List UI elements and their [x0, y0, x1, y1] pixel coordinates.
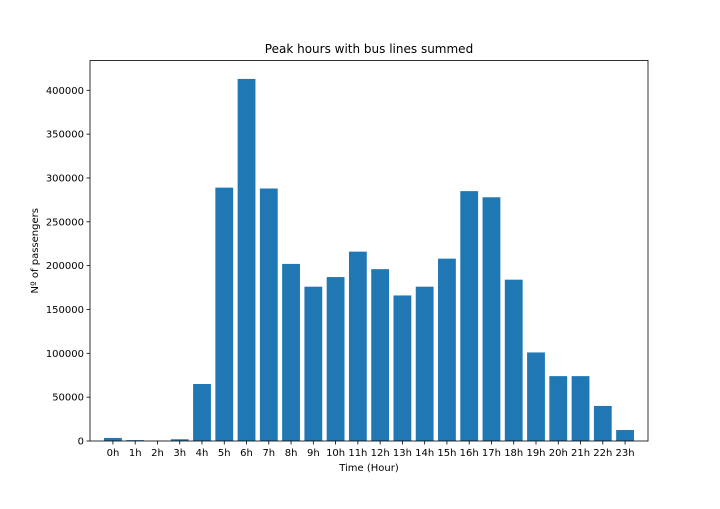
bar-16h	[460, 191, 478, 441]
x-tick-label: 0h	[107, 448, 120, 459]
y-tick-label: 300000	[46, 173, 84, 184]
x-tick-label: 16h	[460, 448, 479, 459]
x-tick-label: 18h	[504, 448, 523, 459]
bar-8h	[282, 264, 300, 441]
y-tick-label: 150000	[46, 305, 84, 316]
bar-13h	[393, 295, 411, 441]
bar-5h	[215, 188, 233, 441]
x-tick-label: 9h	[307, 448, 320, 459]
x-tick-label: 17h	[482, 448, 501, 459]
y-tick-label: 200000	[46, 261, 84, 272]
bar-11h	[349, 252, 367, 441]
bar-15h	[438, 259, 456, 441]
bar-14h	[416, 287, 434, 441]
chart-title: Peak hours with bus lines summed	[265, 42, 473, 56]
x-tick-label: 19h	[526, 448, 545, 459]
x-tick-label: 20h	[549, 448, 568, 459]
x-tick-label: 2h	[151, 448, 164, 459]
x-tick-label: 5h	[218, 448, 231, 459]
x-tick-label: 3h	[173, 448, 186, 459]
bar-12h	[371, 269, 389, 441]
y-ticks-group: 0 50000 100000 150000 200000 250000 300000 3500…	[46, 86, 90, 448]
bar-9h	[304, 287, 322, 441]
x-tick-label: 23h	[616, 448, 635, 459]
x-tick-label: 12h	[371, 448, 390, 459]
x-tick-label: 10h	[326, 448, 345, 459]
x-tick-label: 8h	[285, 448, 298, 459]
y-tick-label: 50000	[52, 393, 84, 404]
x-tick-label: 1h	[129, 448, 142, 459]
bar-23h	[616, 430, 634, 441]
bar-20h	[549, 376, 567, 441]
bar-6h	[238, 79, 256, 441]
x-tick-label: 6h	[240, 448, 253, 459]
x-tick-label: 13h	[393, 448, 412, 459]
bar-21h	[572, 376, 590, 441]
bar-19h	[527, 352, 545, 441]
x-tick-label: 22h	[593, 448, 612, 459]
bar-17h	[483, 197, 501, 441]
x-tick-label: 7h	[262, 448, 275, 459]
x-tick-label: 14h	[415, 448, 434, 459]
bar-18h	[505, 280, 523, 441]
y-axis-label: Nº of passengers	[30, 208, 41, 293]
bar-22h	[594, 406, 612, 441]
y-tick-label: 350000	[46, 130, 84, 141]
y-tick-label: 100000	[46, 349, 84, 360]
y-tick-label: 400000	[46, 86, 84, 97]
x-tick-label: 4h	[196, 448, 209, 459]
y-tick-label: 250000	[46, 217, 84, 228]
y-tick-label: 0	[78, 437, 84, 448]
bar-4h	[193, 384, 211, 441]
x-axis-label: Time (Hour)	[338, 463, 399, 474]
bar-10h	[327, 277, 345, 441]
x-tick-label: 11h	[348, 448, 367, 459]
x-tick-label: 15h	[437, 448, 456, 459]
bar-7h	[260, 189, 278, 441]
bar-0h	[104, 438, 122, 441]
x-tick-label: 21h	[571, 448, 590, 459]
